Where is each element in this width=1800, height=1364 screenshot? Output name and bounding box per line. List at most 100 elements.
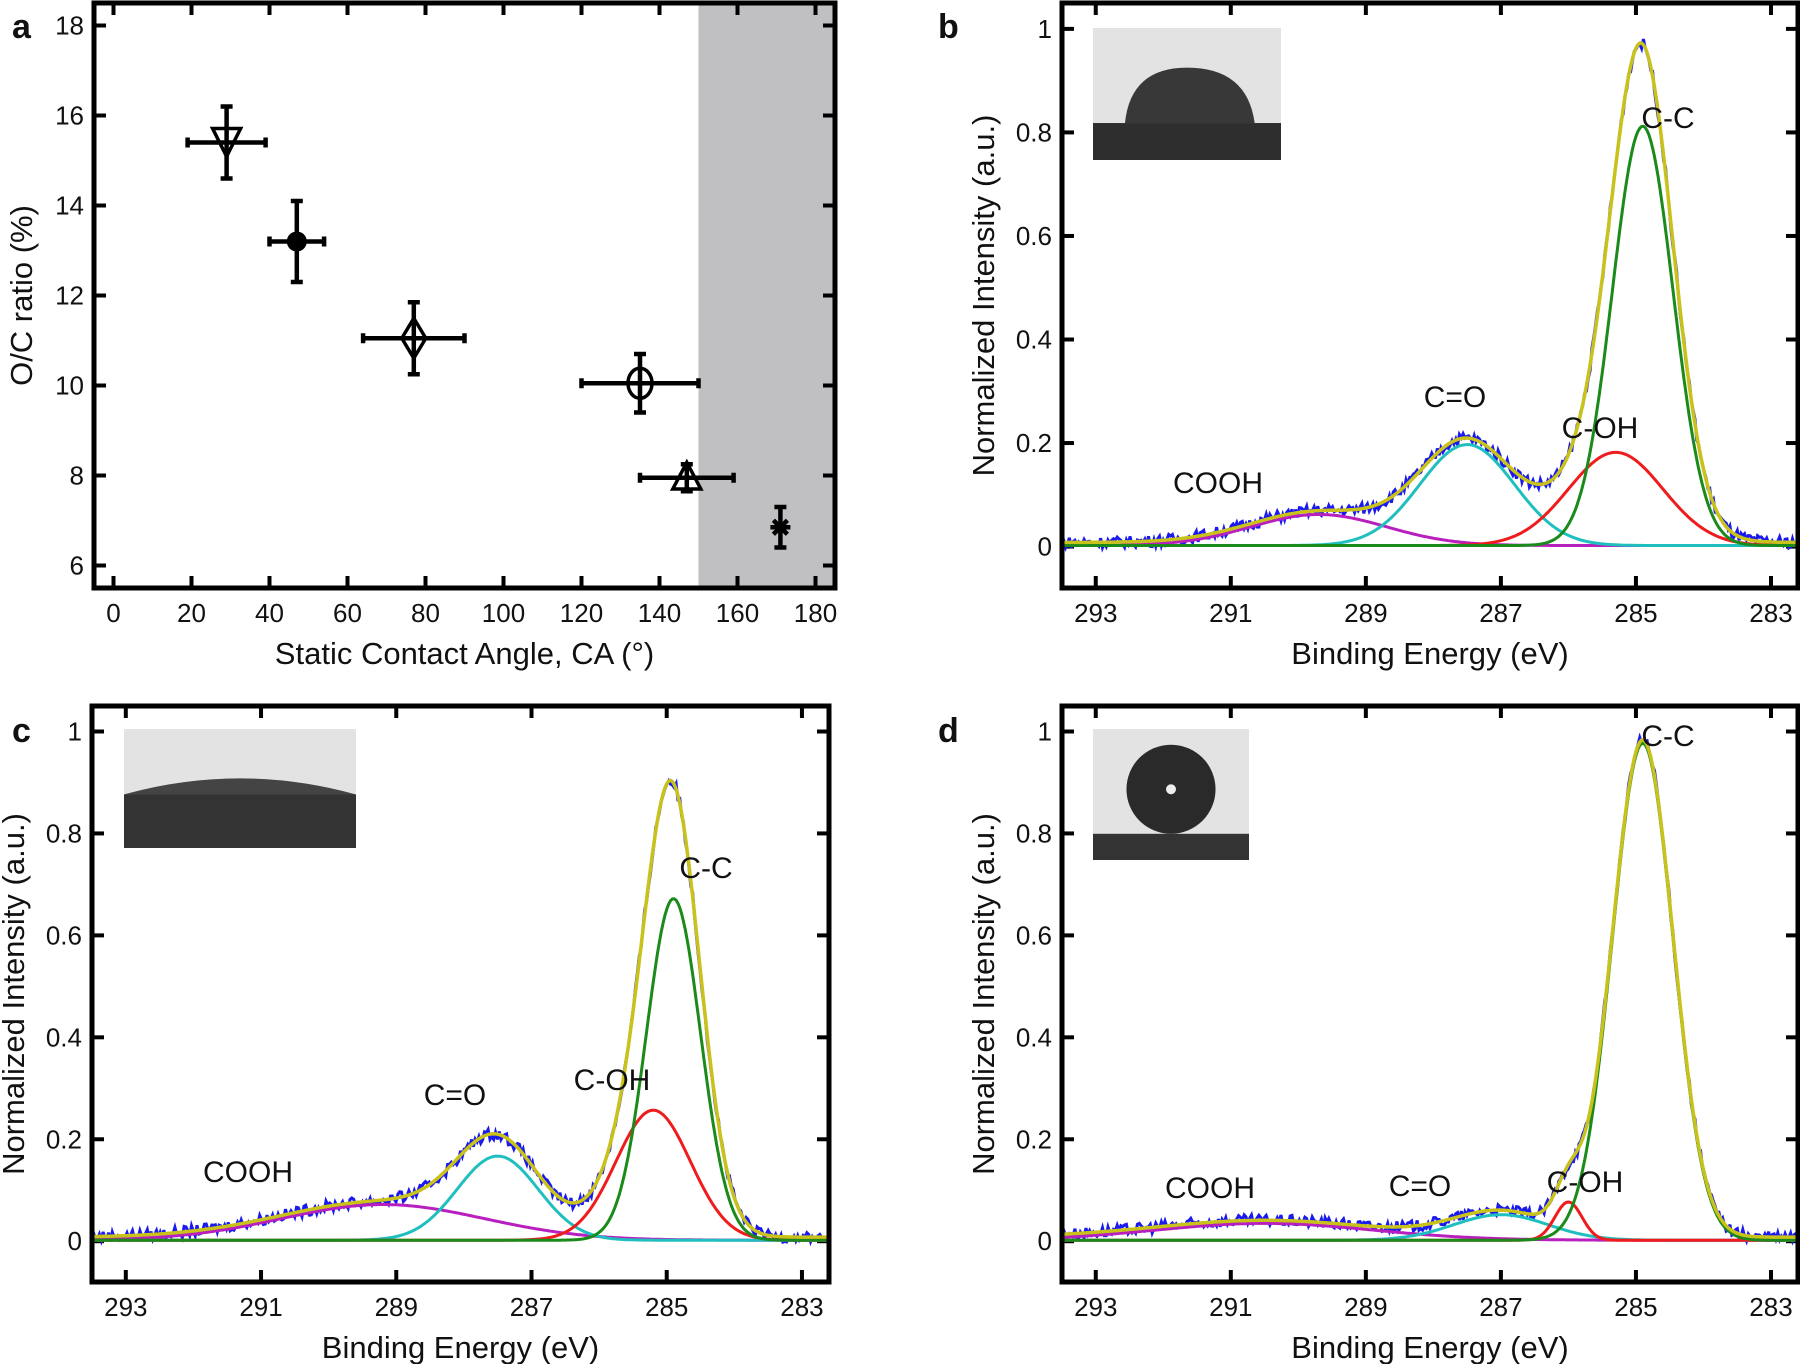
y-tick-label: 12 — [55, 281, 84, 311]
peak-label: COOH — [1173, 467, 1263, 500]
y-tick-label: 0.6 — [46, 920, 82, 950]
plot-frame — [89, 703, 832, 1285]
contact-angle-inset-image — [1093, 729, 1249, 860]
y-tick-label: 18 — [55, 11, 84, 41]
y-tick-label: 0.8 — [1016, 117, 1052, 147]
x-tick-label: 20 — [177, 598, 206, 628]
x-tick-label: 40 — [255, 598, 284, 628]
y-tick-label: 16 — [55, 101, 84, 131]
data-point — [770, 504, 791, 550]
peak-label: C-C — [679, 852, 732, 885]
x-tick-label: 289 — [1344, 598, 1387, 628]
x-tick-label: 285 — [645, 1292, 688, 1322]
y-tick-label: 10 — [55, 371, 84, 401]
y-axis-label: Normalized Intensity (a.u.) — [0, 813, 31, 1175]
y-axis-label: Normalized Intensity (a.u.) — [966, 115, 1001, 477]
contact-angle-inset-image — [124, 729, 356, 848]
panel-label: d — [938, 712, 959, 750]
fit-envelope — [91, 778, 829, 1239]
x-tick-label: 283 — [1749, 1292, 1792, 1322]
x-tick-label: 80 — [411, 598, 440, 628]
y-tick-label: 0 — [1038, 532, 1052, 562]
panel-a: a 0 20 40 60 80 100 120 140 160 180 6 8 10 12 14 16 18 Sta… — [4, 0, 838, 671]
x-tick-label: 291 — [1209, 598, 1252, 628]
y-tick-label: 0.4 — [1016, 1022, 1052, 1052]
x-tick-label: 285 — [1614, 598, 1657, 628]
x-tick-label: 293 — [1074, 598, 1117, 628]
x-tick-label: 293 — [1074, 1292, 1117, 1322]
marker-circle — [626, 366, 654, 400]
y-tick-label: 1 — [68, 716, 82, 746]
x-axis-label: Static Contact Angle, CA (°) — [275, 636, 654, 671]
data-point — [185, 104, 268, 181]
x-tick-label: 283 — [1749, 598, 1792, 628]
panel-label: a — [12, 8, 32, 46]
shaded-region — [698, 3, 835, 588]
peak-label: C-C — [1641, 720, 1694, 753]
fit-envelope — [1062, 41, 1798, 545]
x-axis-label: Binding Energy (eV) — [1291, 636, 1568, 671]
droplet-highlight — [1166, 784, 1176, 795]
y-tick-label: 0.6 — [1016, 920, 1052, 950]
x-tick-label: 293 — [104, 1292, 147, 1322]
peak-label: C-OH — [1547, 1166, 1624, 1199]
peak-label: COOH — [1165, 1172, 1255, 1205]
y-tick-label: 1 — [1038, 716, 1052, 746]
y-tick-label: 0 — [1038, 1226, 1052, 1256]
x-tick-label: 60 — [333, 598, 362, 628]
peak-label: COOH — [203, 1156, 293, 1189]
droplet — [124, 778, 356, 795]
y-axis-label: Normalized Intensity (a.u.) — [966, 813, 1001, 1175]
fit-envelope — [1061, 738, 1798, 1239]
peak-label: C-OH — [1562, 412, 1639, 445]
substrate — [1093, 123, 1281, 160]
y-axis-label: O/C ratio (%) — [4, 205, 39, 386]
marker-diamond — [399, 314, 428, 362]
x-tick-label: 0 — [106, 598, 120, 628]
x-tick-label: 283 — [780, 1292, 823, 1322]
data-point — [579, 351, 701, 415]
y-tick-label: 14 — [55, 191, 84, 221]
y-tick-label: 6 — [70, 551, 84, 581]
droplet — [1124, 67, 1255, 124]
y-tick-label: 0.4 — [1016, 325, 1052, 355]
y-tick-label: 0.8 — [46, 818, 82, 848]
x-axis-label: Binding Energy (eV) — [322, 1330, 599, 1364]
x-axis-label: Binding Energy (eV) — [1291, 1330, 1568, 1364]
data-point — [267, 198, 327, 285]
peak-label: C-OH — [574, 1064, 651, 1097]
x-tick-label: 160 — [716, 598, 759, 628]
x-tick-label: 287 — [1479, 1292, 1522, 1322]
peak-label: C=O — [1424, 381, 1487, 414]
contact-angle-inset-image — [1093, 28, 1281, 160]
y-tick-label: 0.2 — [46, 1124, 82, 1154]
y-tick-label: 0.4 — [46, 1022, 82, 1052]
peak-label: C=O — [1389, 1170, 1452, 1203]
x-tick-label: 100 — [482, 598, 525, 628]
panel-label: b — [938, 8, 959, 46]
y-tick-label: 8 — [70, 461, 84, 491]
x-tick-label: 180 — [794, 598, 837, 628]
panel-c: c 293 291 289 287 285 283 0 0.2 0.4 0.6 0.8 1 Binding… — [0, 703, 832, 1364]
marker-asterisk — [771, 518, 789, 536]
y-tick-label: 0 — [68, 1226, 82, 1256]
peak-label: C=O — [424, 1079, 487, 1112]
y-tick-label: 0.8 — [1016, 818, 1052, 848]
x-tick-label: 287 — [1479, 598, 1522, 628]
plot-frame — [1059, 703, 1800, 1285]
fit-peak-c-c — [1062, 124, 1798, 547]
data-point — [360, 300, 467, 377]
peak-label: C-C — [1641, 102, 1694, 135]
marker-triangle-down — [209, 126, 244, 161]
x-tick-label: 287 — [510, 1292, 553, 1322]
y-tick-label: 0.2 — [1016, 428, 1052, 458]
fit-peak-c-c — [92, 897, 829, 1242]
x-tick-label: 291 — [1209, 1292, 1252, 1322]
panel-label: c — [12, 712, 31, 750]
y-tick-label: 0.2 — [1016, 1124, 1052, 1154]
y-tick-label: 1 — [1038, 14, 1052, 44]
panel-d: d 293 291 289 287 285 283 0 0.2 0.4 0.6 0.8 1 Binding… — [938, 703, 1800, 1364]
x-tick-label: 289 — [375, 1292, 418, 1322]
y-tick-label: 0.6 — [1016, 221, 1052, 251]
